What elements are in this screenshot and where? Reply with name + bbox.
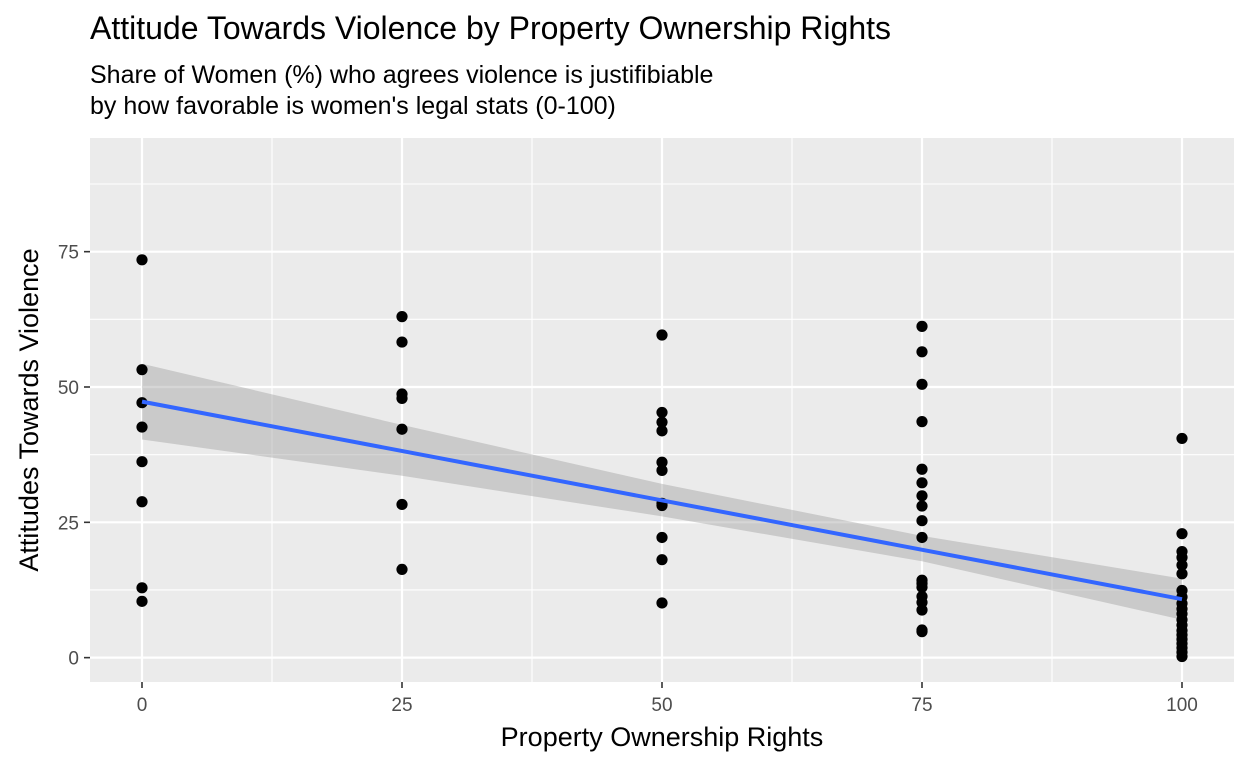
y-tick-label: 50	[58, 378, 79, 399]
chart-title: Attitude Towards Violence by Property Ow…	[90, 10, 891, 46]
data-point	[916, 416, 928, 428]
data-point	[656, 531, 668, 544]
x-tick-label: 50	[651, 695, 672, 716]
data-point	[136, 456, 148, 468]
data-point	[916, 604, 928, 616]
data-point	[396, 392, 408, 404]
data-point	[916, 500, 928, 512]
data-point	[136, 364, 148, 376]
data-point	[1176, 568, 1188, 580]
chart-subtitle-line-2: by how favorable is women's legal stats …	[90, 92, 616, 120]
data-point	[1176, 559, 1188, 571]
data-point	[916, 320, 928, 332]
data-points	[136, 254, 1188, 663]
data-point	[656, 425, 668, 437]
data-point	[916, 626, 928, 638]
chart-subtitle-line-1: Share of Women (%) who agrees violence i…	[90, 61, 714, 89]
y-axis-ticks: 0 25 50 75	[58, 243, 90, 670]
data-point	[136, 496, 148, 508]
data-point	[656, 406, 668, 419]
data-point	[136, 421, 148, 433]
data-point	[656, 597, 668, 609]
y-tick-label: 0	[68, 649, 79, 670]
x-axis-title: Property Ownership Rights	[501, 722, 824, 752]
data-point	[136, 254, 148, 266]
x-tick-label: 25	[391, 695, 412, 716]
data-point	[916, 581, 928, 593]
data-point	[916, 490, 928, 502]
y-tick-label: 25	[58, 513, 79, 534]
data-point	[656, 554, 668, 566]
data-point	[396, 498, 408, 511]
data-point	[656, 456, 668, 468]
data-point	[916, 378, 928, 390]
data-point	[396, 563, 408, 576]
data-point	[1176, 432, 1188, 445]
data-point	[916, 531, 928, 544]
data-point	[656, 464, 668, 476]
data-point	[656, 329, 668, 341]
data-point	[916, 477, 928, 489]
y-tick-label: 75	[58, 243, 79, 264]
data-point	[136, 595, 148, 607]
x-tick-label: 100	[1166, 695, 1198, 716]
x-tick-label: 0	[137, 695, 148, 716]
grid-major	[90, 138, 1234, 682]
regression-line	[141, 399, 1183, 602]
data-point	[396, 423, 408, 435]
data-point	[396, 336, 408, 348]
y-axis-title: Attitudes Towards Violence	[14, 248, 44, 571]
data-point	[916, 463, 928, 475]
data-point	[136, 582, 148, 594]
data-point	[1176, 528, 1188, 540]
data-point	[916, 346, 928, 358]
x-axis-ticks: 0 25 50 75 100	[137, 682, 1198, 716]
data-point	[396, 311, 408, 323]
data-point	[1176, 650, 1188, 663]
data-point	[656, 416, 668, 428]
x-tick-label: 75	[911, 695, 932, 716]
data-point	[916, 515, 928, 527]
